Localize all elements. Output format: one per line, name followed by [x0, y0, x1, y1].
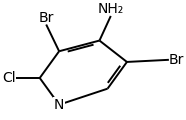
Text: Cl: Cl — [2, 71, 16, 85]
Text: N: N — [54, 98, 64, 112]
Text: Br: Br — [169, 53, 184, 67]
Text: NH₂: NH₂ — [98, 2, 124, 16]
Text: Br: Br — [39, 11, 54, 24]
